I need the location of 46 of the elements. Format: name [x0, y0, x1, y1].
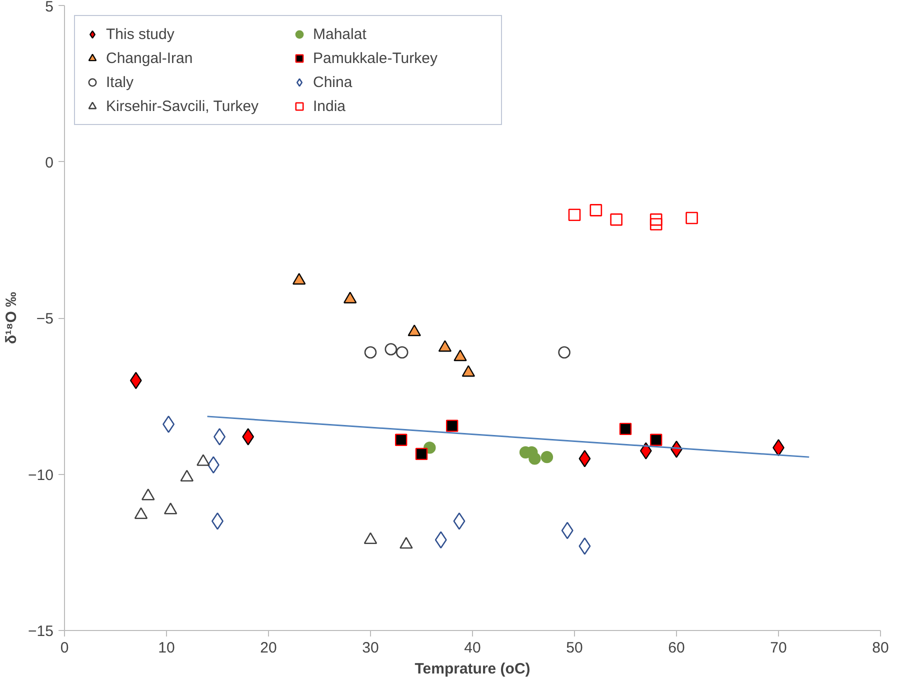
- y-tick-label: 0: [45, 154, 54, 172]
- point: [395, 434, 408, 446]
- y-axis-title: δ¹⁸O ‰: [3, 292, 20, 344]
- legend-label: Kirsehir-Savcili, Turkey: [106, 98, 260, 114]
- point: [446, 420, 458, 432]
- legend-label: India: [313, 98, 347, 114]
- legend-label: Mahalat: [313, 26, 368, 42]
- x-tick-label: 40: [464, 640, 481, 656]
- x-tick-label: 70: [770, 640, 787, 656]
- y-tick-label: −10: [28, 466, 54, 484]
- point: [619, 422, 632, 436]
- point: [384, 343, 398, 356]
- point: [686, 212, 698, 224]
- legend-label: Changal-Iran: [106, 50, 194, 66]
- y-tick-label: −5: [36, 310, 54, 328]
- point: [242, 428, 254, 446]
- point: [415, 448, 428, 460]
- point: [578, 450, 591, 468]
- point: [364, 346, 377, 359]
- y-tick-label: −15: [28, 623, 54, 640]
- x-tick-label: 80: [872, 640, 889, 656]
- legend-label: China: [313, 74, 354, 90]
- point: [650, 218, 662, 230]
- point: [558, 346, 570, 359]
- x-tick-label: 30: [362, 640, 379, 656]
- point: [610, 213, 622, 226]
- point: [650, 213, 662, 226]
- point: [528, 452, 541, 465]
- x-tick-label: 0: [60, 640, 69, 656]
- point: [640, 442, 652, 460]
- x-axis-title: Temprature (oC): [414, 660, 530, 678]
- point: [590, 204, 602, 216]
- point: [540, 450, 554, 464]
- legend-label: This study: [106, 26, 176, 42]
- x-tick-label: 50: [566, 640, 583, 656]
- point: [568, 208, 581, 222]
- legend-label: Italy: [106, 74, 135, 90]
- legend-label: Pamukkale-Turkey: [313, 50, 438, 66]
- point: [162, 416, 175, 433]
- point: [396, 346, 408, 359]
- x-tick-label: 10: [158, 640, 175, 656]
- y-tick-label: 5: [45, 0, 54, 16]
- point: [214, 428, 226, 446]
- x-tick-label: 60: [668, 640, 685, 656]
- point: [650, 434, 662, 446]
- x-tick-label: 20: [260, 640, 277, 656]
